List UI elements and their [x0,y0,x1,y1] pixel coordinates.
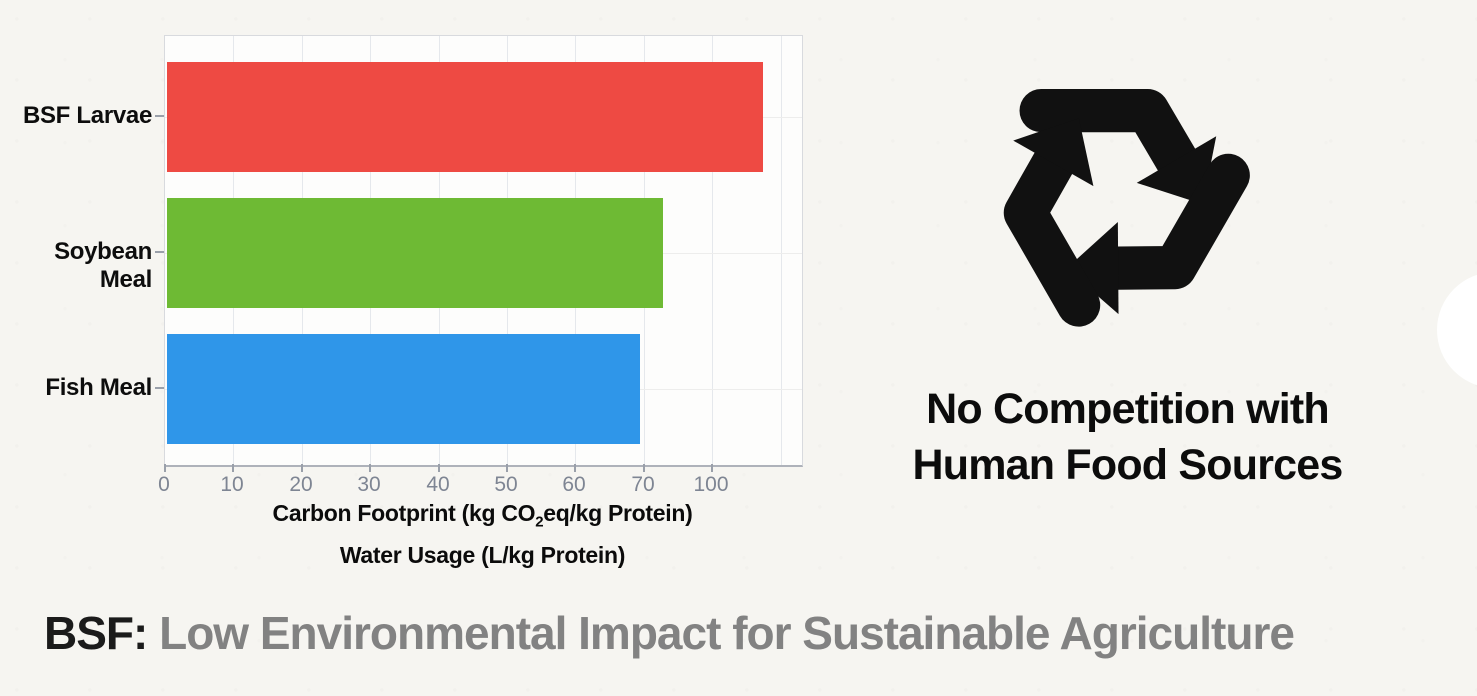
x-tick-mark [369,464,371,472]
x-tick-mark [438,464,440,472]
x-tick-label: 70 [631,473,655,496]
vertical-gridline [781,36,782,465]
category-label-soybean-meal: Soybean Meal [54,238,152,293]
x-tick-label: 50 [494,473,518,496]
x-tick-label: 100 [693,473,729,496]
x-tick-mark [301,464,303,472]
x-tick-mark [643,464,645,472]
x-axis-title: Carbon Footprint (kg CO2eq/kg Protein) W… [164,497,801,571]
x-axis-title-line2: Water Usage (L/kg Protein) [339,541,626,568]
vertical-gridline [712,36,713,465]
no-competition-heading: No Competition with Human Food Sources [855,381,1400,493]
category-tick-mark [155,115,164,117]
category-label-bsf-larvae: BSF Larvae [22,102,152,129]
bar-soybean-meal [167,198,663,308]
x-tick-label: 60 [562,473,586,496]
x-tick-mark [711,464,713,472]
x-tick-mark [232,464,234,472]
bottom-title-highlight: BSF: [44,607,148,659]
x-tick-mark [574,464,576,472]
heading-line2: Human Food Sources [912,441,1344,489]
category-tick-mark [155,251,164,253]
category-label-fish-meal: Fish Meal [45,374,152,401]
x-tick-label: 30 [357,473,381,496]
x-tick-label: 0 [158,473,170,496]
white-circle-artifact [1437,272,1477,388]
co2-subscript: 2 [535,513,544,531]
x-tick-mark [164,464,166,472]
x-axis-title-line1: Carbon Footprint (kg CO2eq/kg Protein) [272,500,693,531]
bottom-title-rest: Low Environmental Impact for Sustainable… [147,607,1295,659]
category-tick-mark [155,387,164,389]
heading-line1: No Competition with [926,385,1330,433]
bottom-title: BSF: Low Environmental Impact for Sustai… [44,606,1444,660]
x-tick-label: 40 [426,473,450,496]
bar-fish-meal [167,334,640,444]
x-tick-label: 10 [220,473,244,496]
bar-bsf-larvae [167,62,763,172]
x-tick-label: 20 [289,473,313,496]
x-tick-mark [506,464,508,472]
recycle-icon [972,53,1260,341]
bar-chart-panel [164,35,803,467]
